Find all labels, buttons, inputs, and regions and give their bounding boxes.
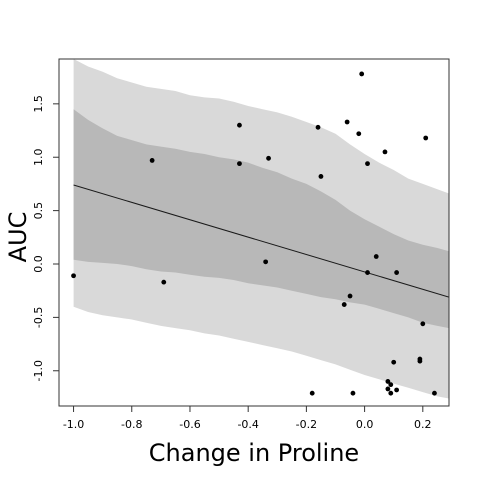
data-point: [356, 131, 362, 137]
data-point: [344, 119, 350, 125]
data-point: [359, 71, 365, 77]
data-point: [432, 390, 437, 396]
data-point: [266, 155, 271, 161]
x-tick-label: -0.6: [179, 418, 200, 431]
data-point: [382, 149, 388, 155]
regression-line: [73, 184, 449, 298]
y-axis-title: AUC: [4, 212, 32, 263]
data-point: [385, 386, 391, 392]
data-point: [391, 359, 397, 365]
y-tick-label: 1.0: [32, 148, 45, 166]
y-tick-label: -0.5: [32, 307, 45, 328]
data-point: [315, 124, 321, 130]
x-tick-label: -0.2: [296, 418, 317, 431]
data-point: [417, 358, 423, 364]
data-point: [365, 270, 370, 275]
data-point: [373, 254, 379, 259]
data-point: [237, 122, 242, 128]
x-tick-label: 0.2: [414, 418, 432, 431]
data-point: [347, 293, 353, 299]
plot-area: [71, 59, 449, 399]
data-point: [237, 161, 242, 167]
x-axis: -1.0 -0.8 -0.6 -0.4 -0.2 0.0 0.2: [63, 405, 432, 431]
data-point: [385, 379, 391, 384]
x-axis-title: Change in Proline: [149, 439, 359, 467]
y-tick-label: 1.5: [32, 95, 45, 113]
data-point: [365, 161, 370, 167]
y-tick-label: 0.0: [32, 255, 45, 273]
data-point: [388, 390, 394, 396]
data-point: [423, 135, 429, 141]
y-axis: -1.0 -0.5 0.0 0.5 1.0 1.5: [32, 95, 60, 382]
data-point: [71, 273, 76, 279]
plot-content: [71, 59, 449, 399]
data-point: [318, 174, 324, 179]
x-tick-label: -0.8: [121, 418, 142, 431]
data-point: [309, 390, 315, 396]
y-tick-label: 0.5: [32, 202, 45, 220]
data-point: [394, 270, 400, 275]
y-tick-label: -1.0: [32, 360, 45, 381]
inner-band: [73, 109, 449, 329]
data-point: [420, 321, 426, 327]
data-point: [341, 302, 347, 307]
x-tick-label: -1.0: [63, 418, 84, 431]
data-point: [388, 382, 394, 388]
data-point: [161, 279, 167, 285]
x-tick-label: -0.4: [237, 418, 258, 431]
data-point: [263, 259, 269, 265]
x-tick-label: 0.0: [356, 418, 374, 431]
data-point: [149, 158, 155, 163]
data-point: [394, 387, 400, 393]
data-point: [350, 390, 356, 396]
